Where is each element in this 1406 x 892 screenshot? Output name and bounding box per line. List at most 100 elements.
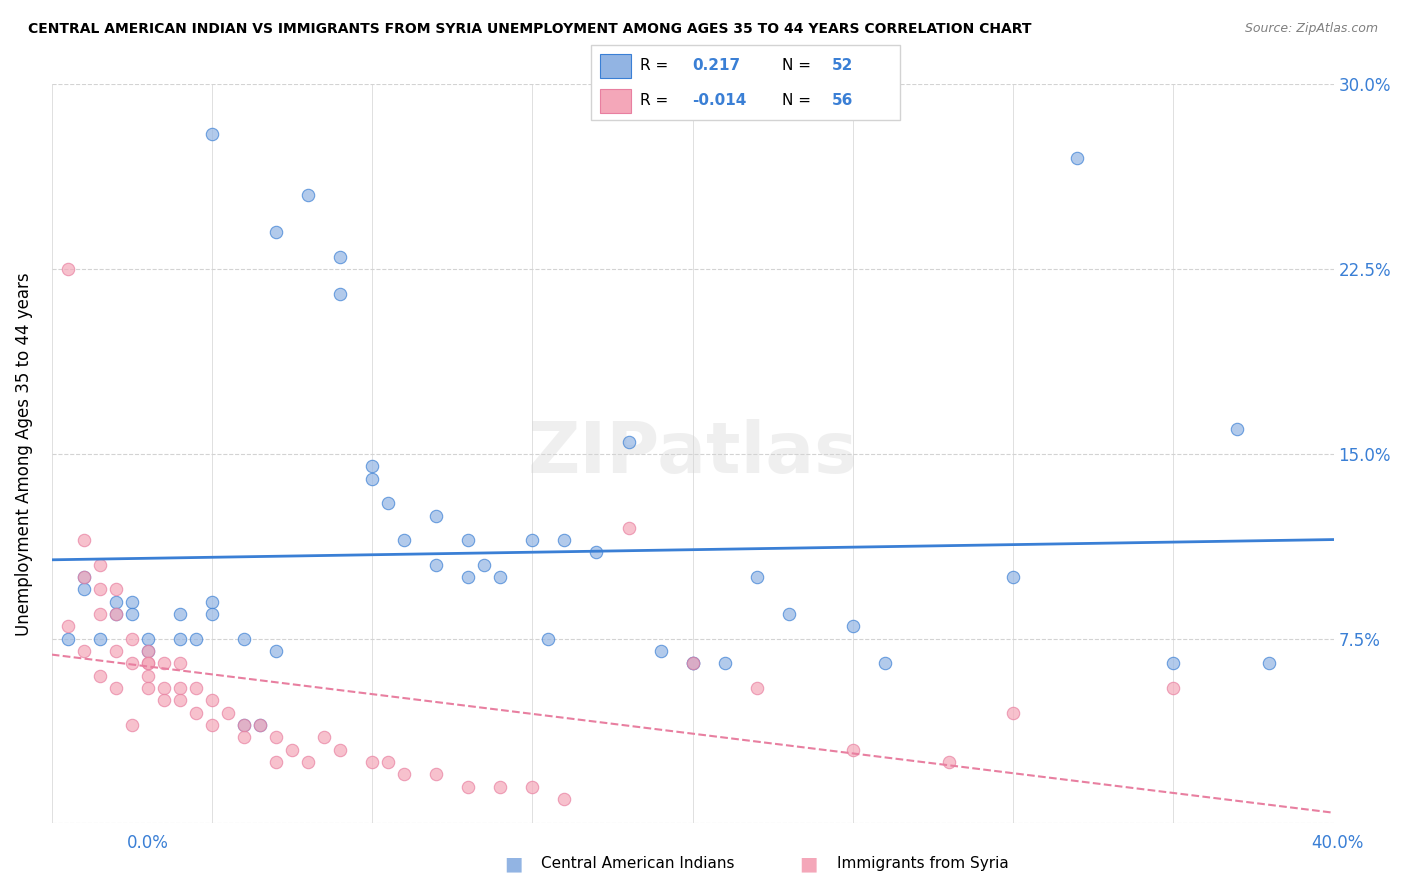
Point bbox=[201, 718, 224, 732]
Point bbox=[1161, 657, 1184, 671]
Point bbox=[489, 780, 512, 794]
Point bbox=[89, 607, 111, 621]
Point bbox=[136, 644, 159, 658]
Point bbox=[104, 607, 127, 621]
Point bbox=[842, 619, 865, 633]
Text: CENTRAL AMERICAN INDIAN VS IMMIGRANTS FROM SYRIA UNEMPLOYMENT AMONG AGES 35 TO 4: CENTRAL AMERICAN INDIAN VS IMMIGRANTS FR… bbox=[28, 22, 1032, 37]
Point bbox=[1258, 657, 1281, 671]
Point bbox=[136, 644, 159, 658]
Point bbox=[104, 595, 127, 609]
Point bbox=[264, 644, 287, 658]
Text: 0.0%: 0.0% bbox=[127, 834, 169, 852]
Point bbox=[201, 607, 224, 621]
Point bbox=[73, 570, 96, 584]
Point bbox=[121, 595, 143, 609]
Point bbox=[121, 632, 143, 646]
Point bbox=[361, 755, 384, 769]
Point bbox=[73, 570, 96, 584]
Point bbox=[264, 731, 287, 745]
Point bbox=[89, 632, 111, 646]
Point bbox=[873, 657, 896, 671]
Point bbox=[425, 558, 447, 572]
Point bbox=[553, 792, 575, 806]
Point bbox=[537, 632, 560, 646]
Point bbox=[1066, 152, 1088, 166]
Point bbox=[169, 607, 191, 621]
Point bbox=[472, 558, 495, 572]
Point bbox=[457, 780, 479, 794]
Point bbox=[233, 718, 256, 732]
Point bbox=[217, 706, 239, 720]
Point bbox=[136, 681, 159, 695]
Point bbox=[522, 780, 544, 794]
Point bbox=[104, 582, 127, 597]
Text: 52: 52 bbox=[832, 58, 853, 73]
Point bbox=[264, 755, 287, 769]
Point bbox=[136, 668, 159, 682]
Point bbox=[121, 607, 143, 621]
Text: ■: ■ bbox=[799, 854, 818, 873]
Text: Immigrants from Syria: Immigrants from Syria bbox=[837, 856, 1008, 871]
Point bbox=[249, 718, 271, 732]
FancyBboxPatch shape bbox=[591, 45, 900, 120]
Text: 40.0%: 40.0% bbox=[1312, 834, 1364, 852]
Point bbox=[233, 731, 256, 745]
Point bbox=[745, 570, 768, 584]
Point bbox=[489, 570, 512, 584]
Point bbox=[169, 632, 191, 646]
FancyBboxPatch shape bbox=[600, 54, 631, 78]
Point bbox=[89, 582, 111, 597]
Point bbox=[89, 668, 111, 682]
Point bbox=[201, 693, 224, 707]
Point bbox=[1161, 681, 1184, 695]
Point bbox=[682, 657, 704, 671]
Point bbox=[938, 755, 960, 769]
Point bbox=[89, 558, 111, 572]
Point bbox=[394, 767, 416, 781]
Point bbox=[457, 533, 479, 548]
Point bbox=[184, 632, 207, 646]
Point bbox=[56, 619, 79, 633]
Point bbox=[233, 718, 256, 732]
Point bbox=[73, 533, 96, 548]
Point bbox=[56, 262, 79, 277]
Y-axis label: Unemployment Among Ages 35 to 44 years: Unemployment Among Ages 35 to 44 years bbox=[15, 272, 32, 636]
Text: R =: R = bbox=[640, 93, 668, 108]
Point bbox=[425, 767, 447, 781]
Point bbox=[425, 508, 447, 523]
Point bbox=[329, 250, 352, 264]
Point bbox=[73, 644, 96, 658]
Point bbox=[1002, 570, 1025, 584]
Point bbox=[281, 742, 304, 756]
Point bbox=[297, 755, 319, 769]
Point bbox=[201, 127, 224, 141]
Point bbox=[104, 644, 127, 658]
Point bbox=[1226, 422, 1249, 436]
Point bbox=[56, 632, 79, 646]
Point bbox=[314, 731, 336, 745]
Point bbox=[842, 742, 865, 756]
Point bbox=[329, 742, 352, 756]
Point bbox=[169, 693, 191, 707]
Text: R =: R = bbox=[640, 58, 668, 73]
Point bbox=[201, 595, 224, 609]
Point bbox=[329, 286, 352, 301]
Point bbox=[361, 472, 384, 486]
Point bbox=[104, 607, 127, 621]
Text: ■: ■ bbox=[503, 854, 523, 873]
Point bbox=[394, 533, 416, 548]
Point bbox=[377, 755, 399, 769]
Text: N =: N = bbox=[782, 58, 811, 73]
Text: N =: N = bbox=[782, 93, 811, 108]
Point bbox=[682, 657, 704, 671]
Point bbox=[184, 706, 207, 720]
Point bbox=[617, 434, 640, 449]
Point bbox=[153, 693, 176, 707]
Point bbox=[682, 657, 704, 671]
Point bbox=[457, 570, 479, 584]
Point bbox=[361, 459, 384, 474]
Text: 56: 56 bbox=[832, 93, 853, 108]
Point bbox=[233, 632, 256, 646]
Point bbox=[169, 657, 191, 671]
Text: Source: ZipAtlas.com: Source: ZipAtlas.com bbox=[1244, 22, 1378, 36]
